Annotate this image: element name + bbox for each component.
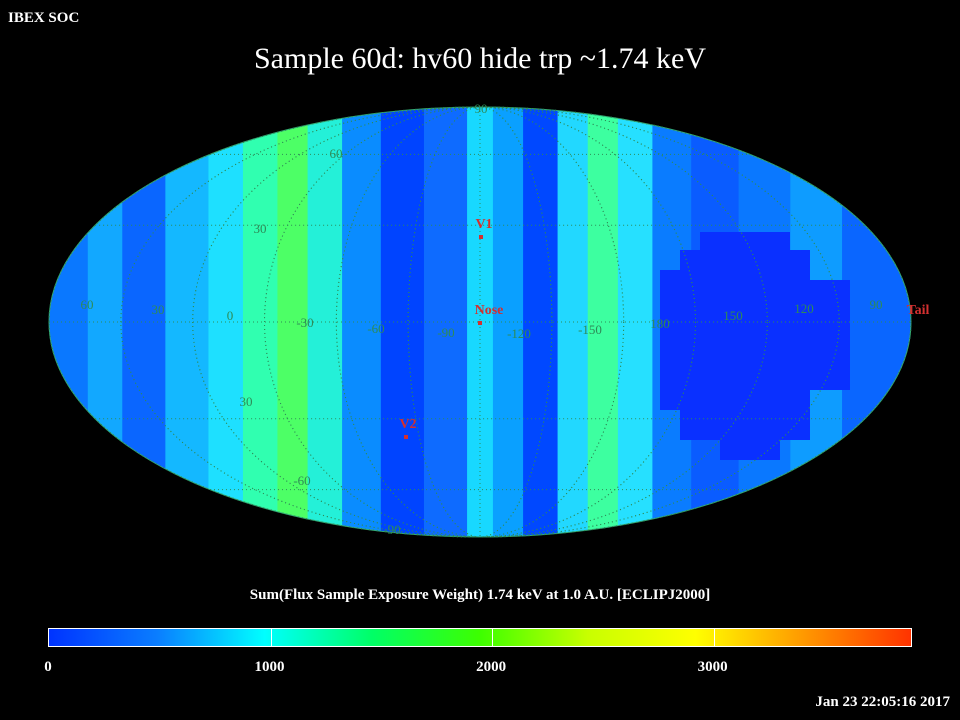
page-title: Sample 60d: hv60 hide trp ~1.74 keV xyxy=(253,42,706,75)
map-band xyxy=(380,107,425,537)
colorbar-tick xyxy=(270,629,272,646)
longitude-label: 150 xyxy=(723,308,743,323)
colorbar-title: Sum(Flux Sample Exposure Weight) 1.74 ke… xyxy=(249,587,711,603)
grid-meridian xyxy=(192,106,768,538)
longitude-label: -150 xyxy=(578,322,602,337)
colorbar-tick xyxy=(713,629,715,646)
map-patch xyxy=(660,270,700,410)
map-band xyxy=(242,107,279,537)
timestamp: Jan 23 22:05:16 2017 xyxy=(815,694,950,710)
marker-tail-label: Tail xyxy=(907,303,930,318)
colorbar xyxy=(48,628,912,647)
longitude-label: 120 xyxy=(794,301,814,316)
grid-meridian xyxy=(120,106,840,538)
colorbar-tick-label: 3000 xyxy=(697,659,728,675)
longitude-label: 90 xyxy=(870,297,883,312)
marker-v2-dot xyxy=(404,435,408,439)
longitude-label: -120 xyxy=(507,326,531,341)
map-band xyxy=(208,107,244,537)
grid-meridian xyxy=(407,106,553,538)
latitude-label: -60 xyxy=(293,473,310,488)
marker-nose-label: Nose xyxy=(475,303,504,318)
latitude-label: 30 xyxy=(240,394,253,409)
longitude-label: 0 xyxy=(227,308,234,323)
longitude-label: -30 xyxy=(296,315,313,330)
colorbar-tick xyxy=(492,629,494,646)
marker-v1-label: V1 xyxy=(475,217,492,232)
latitude-label: 90 xyxy=(475,101,488,116)
longitude-label: -60 xyxy=(367,321,384,336)
map-band xyxy=(492,107,525,537)
marker-nose-dot xyxy=(478,321,482,325)
grid-meridian xyxy=(264,106,696,538)
corner-label: IBEX SOC xyxy=(8,10,80,26)
longitude-label: 180 xyxy=(650,316,670,331)
marker-v2-label: V2 xyxy=(399,417,416,432)
map-patch xyxy=(680,250,810,440)
colorbar-tick-label: 0 xyxy=(44,659,52,675)
longitude-label: 30 xyxy=(152,302,165,317)
latitude-label: 60 xyxy=(330,146,343,161)
longitude-label: -90 xyxy=(437,325,454,340)
colorbar-tick-label: 1000 xyxy=(254,659,285,675)
map-band xyxy=(49,107,89,537)
map-band xyxy=(122,107,167,537)
map-band xyxy=(617,107,654,537)
map-patch xyxy=(720,430,780,460)
map-band xyxy=(423,107,469,537)
map-patch xyxy=(700,232,790,262)
longitude-label: 60 xyxy=(81,297,94,312)
colorbar-tick-label: 2000 xyxy=(476,659,507,675)
latitude-label: 30 xyxy=(254,221,267,236)
marker-v1-dot xyxy=(479,235,483,239)
latitude-label: -90 xyxy=(383,522,400,537)
map-band xyxy=(165,107,210,537)
map-patch xyxy=(810,280,850,390)
